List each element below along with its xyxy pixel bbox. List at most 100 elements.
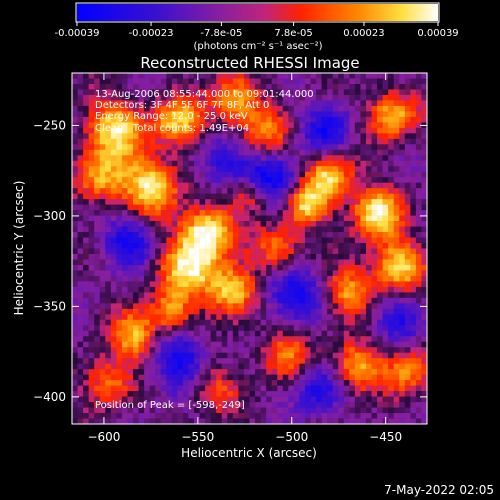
heatmap-cell [421, 330, 428, 337]
heatmap-cell [166, 204, 173, 211]
heatmap-cell [365, 83, 372, 90]
heatmap-cell [371, 396, 378, 403]
heatmap-cell [271, 177, 278, 183]
heatmap-cell [116, 396, 123, 403]
heatmap-cell [316, 264, 322, 271]
heatmap-cell [88, 352, 95, 359]
heatmap-cell [105, 177, 112, 183]
heatmap-cell [83, 380, 89, 386]
heatmap-cell [127, 396, 134, 403]
heatmap-cell [149, 330, 156, 337]
heatmap-cell [404, 182, 411, 189]
heatmap-cell [377, 292, 383, 299]
heatmap-cell [177, 210, 184, 216]
heatmap-cell [316, 358, 322, 364]
heatmap-cell [282, 358, 289, 364]
heatmap-cell [127, 144, 134, 151]
heatmap-cell [94, 413, 101, 419]
heatmap-cell [327, 253, 334, 260]
heatmap-cell [404, 232, 411, 238]
heatmap-cell [199, 105, 206, 112]
heatmap-cell [293, 138, 300, 145]
heatmap-cell [293, 380, 300, 386]
heatmap-cell [221, 177, 228, 183]
heatmap-cell [227, 314, 234, 321]
heatmap-cell [121, 193, 128, 200]
heatmap-cell [332, 330, 339, 337]
heatmap-cell [144, 275, 150, 282]
heatmap-cell [127, 319, 134, 326]
heatmap-cell [166, 358, 173, 364]
heatmap-cell [210, 264, 217, 271]
heatmap-cell [77, 275, 84, 282]
heatmap-cell [99, 413, 106, 419]
heatmap-cell [243, 275, 250, 282]
heatmap-cell [410, 243, 417, 249]
heatmap-cell [160, 281, 167, 288]
heatmap-cell [271, 297, 278, 304]
heatmap-cell [304, 418, 311, 425]
heatmap-cell [266, 380, 272, 386]
heatmap-cell [371, 248, 378, 255]
heatmap-cell [232, 380, 239, 386]
heatmap-cell [77, 226, 84, 233]
heatmap-cell [360, 138, 367, 145]
heatmap-cell [243, 259, 250, 266]
heatmap-cell [255, 369, 261, 375]
heatmap-cell [415, 133, 422, 140]
heatmap-cell [232, 259, 239, 266]
heatmap-cell [138, 177, 145, 183]
heatmap-cell [210, 171, 217, 178]
heatmap-cell [399, 177, 406, 183]
heatmap-cell [205, 319, 211, 326]
heatmap-cell [121, 144, 128, 151]
heatmap-cell [99, 182, 106, 189]
heatmap-cell [83, 193, 89, 200]
heatmap-cell [410, 325, 417, 332]
heatmap-cell [316, 232, 322, 238]
heatmap-cell [171, 89, 178, 96]
heatmap-cell [83, 369, 89, 375]
heatmap-cell [332, 204, 339, 211]
heatmap-cell [260, 341, 267, 348]
heatmap-cell [243, 138, 250, 145]
heatmap-cell [393, 232, 400, 238]
heatmap-cell [404, 391, 411, 397]
heatmap-cell [371, 264, 378, 271]
heatmap-cell [371, 73, 378, 79]
heatmap-cell [210, 116, 217, 123]
heatmap-cell [199, 336, 206, 343]
heatmap-cell [316, 210, 322, 216]
heatmap-cell [205, 160, 211, 167]
heatmap-cell [255, 402, 261, 408]
heatmap-cell [133, 341, 139, 348]
heatmap-cell [377, 275, 383, 282]
heatmap-cell [382, 396, 389, 403]
heatmap-cell [243, 341, 250, 348]
heatmap-cell [377, 155, 383, 162]
heatmap-cell [188, 177, 195, 183]
heatmap-cell [410, 292, 417, 299]
heatmap-cell [77, 73, 84, 79]
heatmap-cell [205, 330, 211, 337]
heatmap-cell [349, 391, 356, 397]
heatmap-cell [182, 182, 189, 189]
heatmap-cell [371, 149, 378, 156]
heatmap-cell [182, 127, 189, 134]
heatmap-cell [304, 308, 311, 315]
heatmap-cell [421, 308, 428, 315]
heatmap-cell [365, 248, 372, 255]
heatmap-cell [77, 78, 84, 85]
heatmap-cell [155, 358, 162, 364]
heatmap-cell [171, 248, 178, 255]
heatmap-cell [321, 215, 328, 222]
heatmap-cell [166, 418, 173, 425]
heatmap-cell [360, 330, 367, 337]
heatmap-cell [216, 105, 223, 112]
heatmap-cell [171, 380, 178, 386]
heatmap-cell [155, 89, 162, 96]
heatmap-cell [243, 215, 250, 222]
heatmap-cell [371, 182, 378, 189]
heatmap-cell [88, 160, 95, 167]
heatmap-cell [421, 352, 428, 359]
